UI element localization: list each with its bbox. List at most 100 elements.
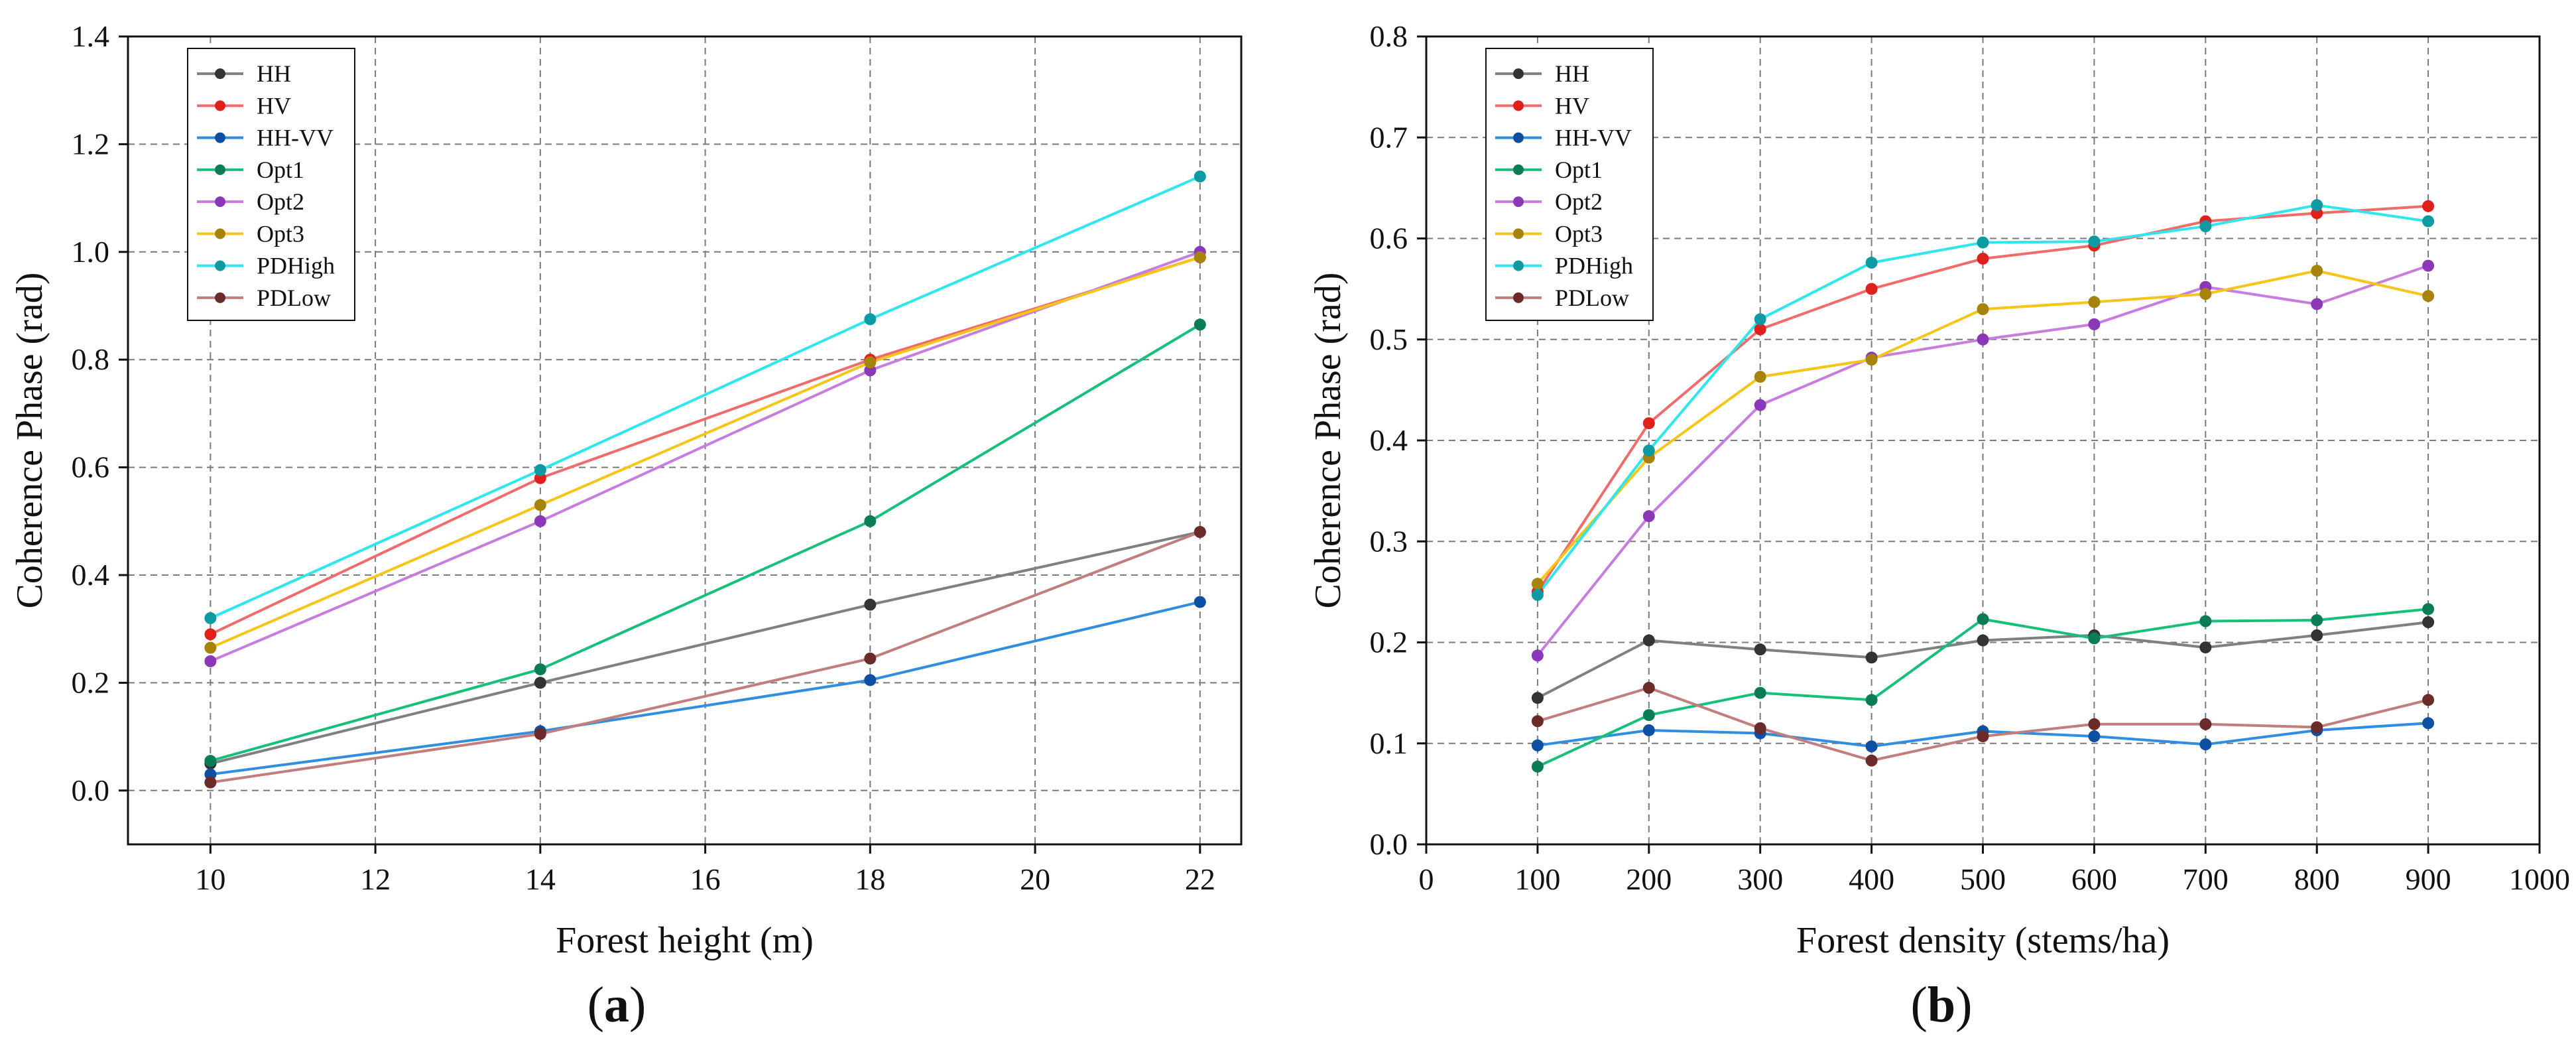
legend-swatch-marker xyxy=(215,292,225,303)
data-point-pdlow xyxy=(1531,715,1544,728)
chart-panel-b: 0 100 200 300 400 500 600 700 800 900 10000.00.10.… xyxy=(1308,19,2570,1033)
data-point-opt2 xyxy=(204,655,217,667)
data-point-opt2 xyxy=(1642,510,1655,523)
data-point-pdhigh xyxy=(1865,257,1878,269)
legend-label: HH-VV xyxy=(1555,125,1632,151)
legend-swatch-marker xyxy=(1513,228,1524,239)
data-point-pdlow xyxy=(204,776,217,789)
data-point-hv xyxy=(1754,323,1766,336)
data-point-opt1 xyxy=(864,515,877,527)
data-point-pdhigh xyxy=(1977,236,1989,249)
data-point-opt2 xyxy=(2422,259,2435,272)
x-tick-label: 700 xyxy=(2183,862,2229,896)
data-point-hh xyxy=(864,598,877,611)
legend-swatch-marker xyxy=(215,228,225,239)
x-axis-title: Forest height (m) xyxy=(556,920,814,961)
data-point-opt1 xyxy=(2088,632,2101,645)
data-point-hh-vv xyxy=(2422,717,2435,730)
legend: HH HV HH-VV Opt1 Opt2 Opt3 PDHigh PDLow xyxy=(1485,48,1654,321)
data-point-hh xyxy=(2199,641,2212,654)
x-tick-label: 300 xyxy=(1737,862,1783,896)
y-tick-label: 0.2 xyxy=(1370,625,1408,659)
legend-swatch-marker xyxy=(215,260,225,271)
data-point-hv xyxy=(204,628,217,641)
data-point-pdhigh xyxy=(1531,588,1544,601)
data-point-opt2 xyxy=(2311,298,2323,310)
data-point-opt1 xyxy=(1865,694,1878,706)
y-axis-ticks: 0.0 0.1 0.2 0.3 0.4 0.5 0.6 0.7 0.8 xyxy=(1370,19,1426,861)
x-tick-label: 100 xyxy=(1514,862,1560,896)
y-tick-label: 0.2 xyxy=(72,665,110,699)
data-point-pdlow xyxy=(1194,526,1206,539)
data-point-hv xyxy=(1642,417,1655,430)
data-point-hh xyxy=(534,677,546,689)
legend-swatch-marker xyxy=(215,132,225,143)
series-line-pdlow xyxy=(210,531,1201,784)
data-point-opt3 xyxy=(2422,290,2435,302)
legend-item-opt3: Opt3 xyxy=(197,220,304,247)
series-group xyxy=(204,170,1206,789)
x-tick-label: 16 xyxy=(690,862,721,896)
legend-label: PDHigh xyxy=(257,253,335,279)
data-point-pdhigh xyxy=(204,612,217,624)
x-tick-label: 10 xyxy=(195,862,225,896)
y-tick-label: 0.3 xyxy=(1370,524,1408,558)
plot-frame xyxy=(127,35,1243,846)
y-axis-title: Coherence Phase (rad) xyxy=(1308,273,1349,609)
data-point-opt2 xyxy=(1531,649,1544,662)
x-axis-ticks: 0 100 200 300 400 500 600 700 800 900 1000 xyxy=(1419,844,2570,896)
data-point-opt1 xyxy=(534,663,546,676)
legend-item-pdlow: PDLow xyxy=(1495,285,1629,311)
series-line-hh xyxy=(210,531,1201,765)
data-point-pdhigh xyxy=(2088,235,2101,248)
legend-swatch-marker xyxy=(215,196,225,208)
data-point-hh xyxy=(1865,651,1878,664)
legend-box xyxy=(187,48,355,321)
x-tick-label: 1000 xyxy=(2509,862,2570,896)
data-point-pdhigh xyxy=(2199,220,2212,233)
data-point-opt1 xyxy=(1531,760,1544,773)
y-axis-ticks: 0.0 0.2 0.4 0.6 0.8 1.0 1.2 1.4 xyxy=(72,19,128,807)
data-point-opt3 xyxy=(1531,578,1544,590)
x-axis-title: Forest density (stems/ha) xyxy=(1796,920,2170,961)
legend-label: HH xyxy=(257,60,291,87)
data-point-pdlow xyxy=(864,652,877,665)
data-point-hh-vv xyxy=(2088,730,2101,743)
x-tick-label: 600 xyxy=(2071,862,2117,896)
x-tick-label: 12 xyxy=(360,862,391,896)
data-point-pdhigh xyxy=(864,313,877,326)
legend-swatch-marker xyxy=(1513,132,1524,143)
legend-item-pdhigh: PDHigh xyxy=(197,253,335,279)
series-group xyxy=(1531,199,2435,773)
legend-item-opt2: Opt2 xyxy=(1495,188,1603,215)
legend-item-hv: HV xyxy=(1495,92,1589,119)
x-tick-label: 900 xyxy=(2406,862,2451,896)
x-tick-label: 200 xyxy=(1626,862,1672,896)
data-point-opt1 xyxy=(2422,603,2435,616)
legend-swatch-marker xyxy=(1513,196,1524,208)
y-tick-label: 0.0 xyxy=(1370,827,1408,861)
x-tick-label: 800 xyxy=(2294,862,2340,896)
legend-item-opt2: Opt2 xyxy=(197,188,304,215)
data-point-opt1 xyxy=(2199,615,2212,627)
data-point-pdhigh xyxy=(1642,444,1655,457)
legend-label: Opt2 xyxy=(257,188,304,215)
data-point-pdhigh xyxy=(2311,199,2323,212)
x-tick-label: 18 xyxy=(855,862,885,896)
data-point-pdlow xyxy=(1754,722,1766,734)
data-point-pdhigh xyxy=(534,464,546,476)
y-tick-label: 0.4 xyxy=(72,558,110,592)
data-point-opt2 xyxy=(1754,399,1766,411)
data-point-opt3 xyxy=(1754,371,1766,383)
legend-label: HH-VV xyxy=(257,125,334,151)
data-point-hh-vv xyxy=(1865,740,1878,753)
data-point-hv xyxy=(1865,283,1878,295)
legend-item-hh-vv: HH-VV xyxy=(1495,125,1632,151)
legend-label: PDHigh xyxy=(1555,253,1633,279)
data-point-pdlow xyxy=(2422,694,2435,706)
legend-label: Opt1 xyxy=(257,157,304,183)
legend-label: HH xyxy=(1555,60,1589,87)
data-point-pdlow xyxy=(1642,682,1655,694)
y-tick-label: 0.8 xyxy=(1370,19,1408,53)
